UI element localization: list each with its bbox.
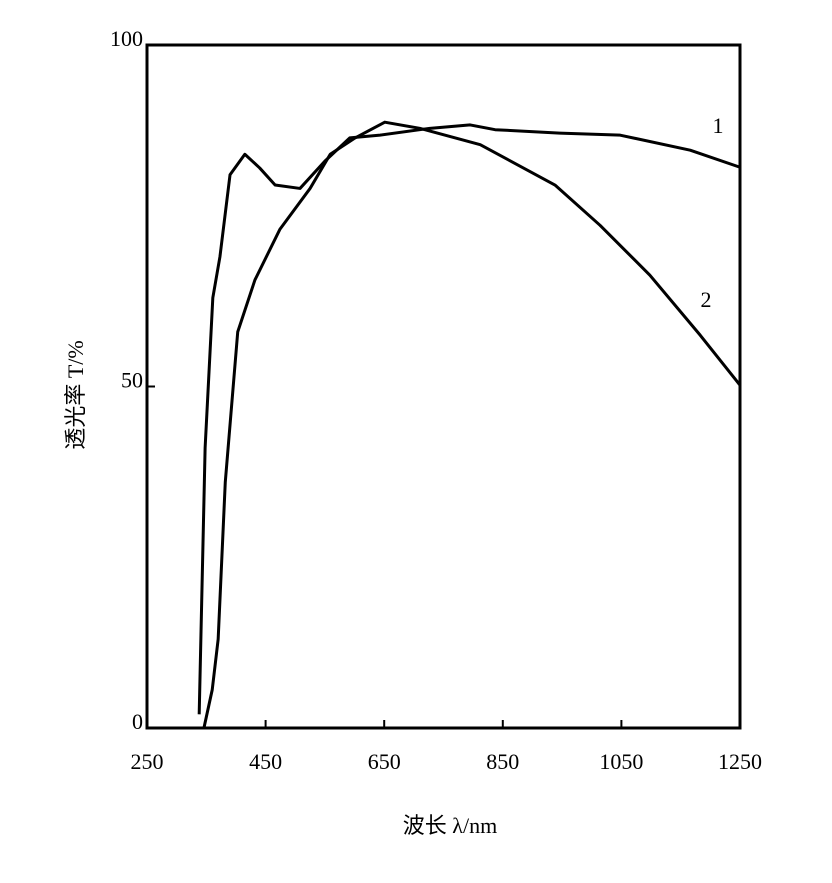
x-axis-label: 波长 λ/nm (403, 813, 497, 838)
series-line (197, 123, 741, 715)
series-label: 1 (713, 113, 724, 138)
x-tick-label: 250 (131, 749, 164, 774)
y-axis-label: 透光率 T/% (63, 340, 88, 449)
y-tick-label: 100 (110, 26, 143, 51)
x-tick-label: 1250 (718, 749, 762, 774)
series-line (202, 120, 742, 729)
x-tick-label: 650 (368, 749, 401, 774)
series-label: 2 (701, 287, 712, 312)
y-tick-label: 50 (121, 368, 143, 393)
x-tick-label: 850 (486, 749, 519, 774)
x-tick-label: 1050 (599, 749, 643, 774)
y-tick-label: 0 (132, 709, 143, 734)
plot-frame (145, 43, 742, 730)
x-tick-label: 450 (249, 749, 282, 774)
